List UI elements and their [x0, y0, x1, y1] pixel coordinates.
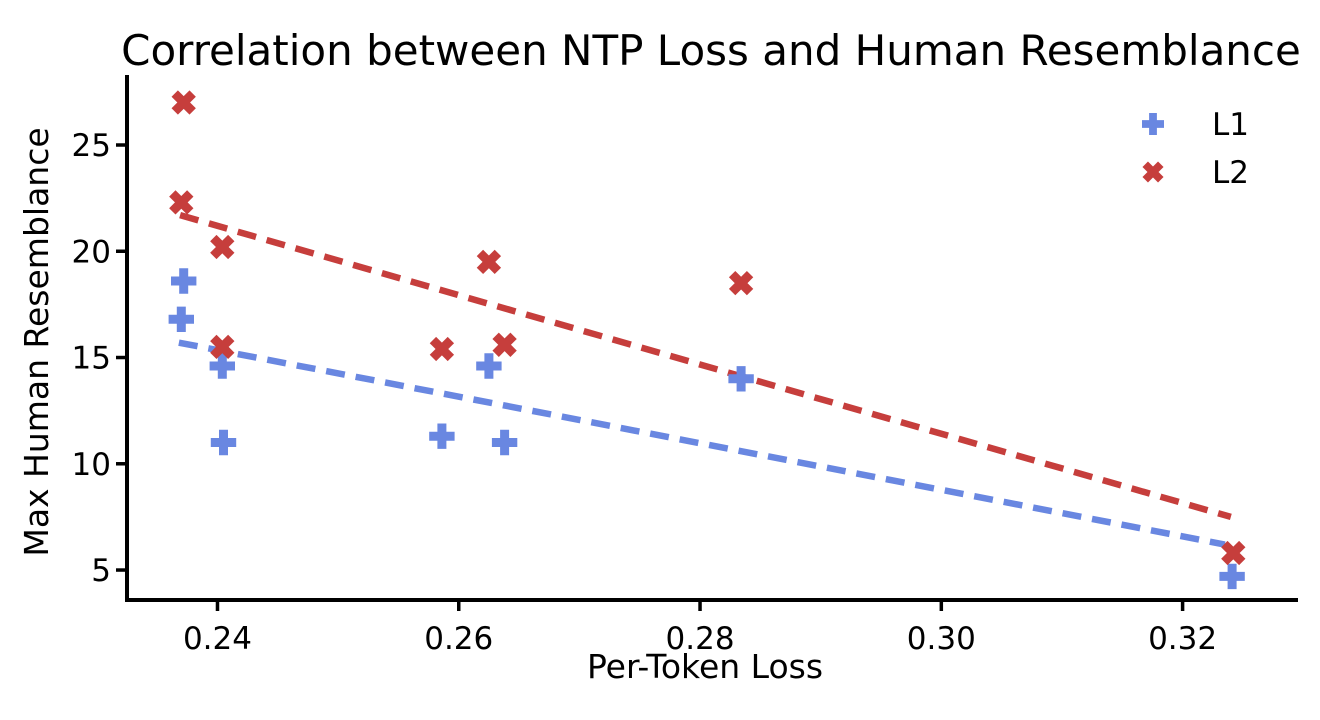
- l1-marker: [1219, 563, 1245, 590]
- l2-marker: [171, 90, 196, 115]
- y-tick-label: 10: [72, 447, 111, 483]
- y-tick-label: 5: [91, 553, 111, 589]
- l1-trendline: [178, 339, 1226, 548]
- y-tick-label: 15: [72, 341, 111, 377]
- l2-marker: [429, 336, 455, 362]
- x-tick-label: 0.30: [907, 621, 976, 657]
- l1-marker: [210, 429, 237, 456]
- l1-marker: [209, 353, 235, 379]
- x-tick-label: 0.32: [1148, 621, 1217, 657]
- axes-layer: 0.24 0.26 0.28 0.30 0.32 5 10 15 20 25: [72, 75, 1298, 657]
- l2-marker: [210, 334, 235, 360]
- legend-label-l2: L2: [1212, 155, 1249, 191]
- x-axis-label: Per-Token Loss: [587, 647, 823, 686]
- l2-trendline: [179, 212, 1232, 521]
- x-tick-label: 0.24: [183, 621, 252, 657]
- l2-marker: [169, 190, 194, 215]
- legend-label-l1: L1: [1212, 107, 1249, 143]
- l1-marker: [476, 353, 502, 379]
- trendlines-layer: [178, 212, 1232, 548]
- l2-marker: [210, 234, 235, 260]
- l2-marker: [492, 332, 517, 357]
- y-tick-label: 25: [72, 128, 111, 164]
- l1-marker: [168, 306, 194, 332]
- y-axis-label: Max Human Resemblance: [17, 127, 56, 556]
- l1-marker: [491, 429, 518, 456]
- l1-marker: [429, 423, 455, 449]
- l1-marker: [728, 366, 754, 392]
- y-tick-label: 20: [72, 234, 111, 270]
- legend-marker-l2: [1142, 161, 1164, 183]
- markers-layer: [168, 90, 1246, 590]
- x-tick-label: 0.26: [424, 621, 493, 657]
- x-tick-label: 0.28: [666, 621, 735, 657]
- l2-marker: [1221, 540, 1246, 566]
- l1-marker: [171, 268, 197, 294]
- chart-title: Correlation between NTP Loss and Human R…: [121, 26, 1301, 75]
- legend-marker-l1: [1142, 113, 1164, 135]
- l2-marker: [476, 249, 502, 275]
- l2-marker: [728, 270, 754, 296]
